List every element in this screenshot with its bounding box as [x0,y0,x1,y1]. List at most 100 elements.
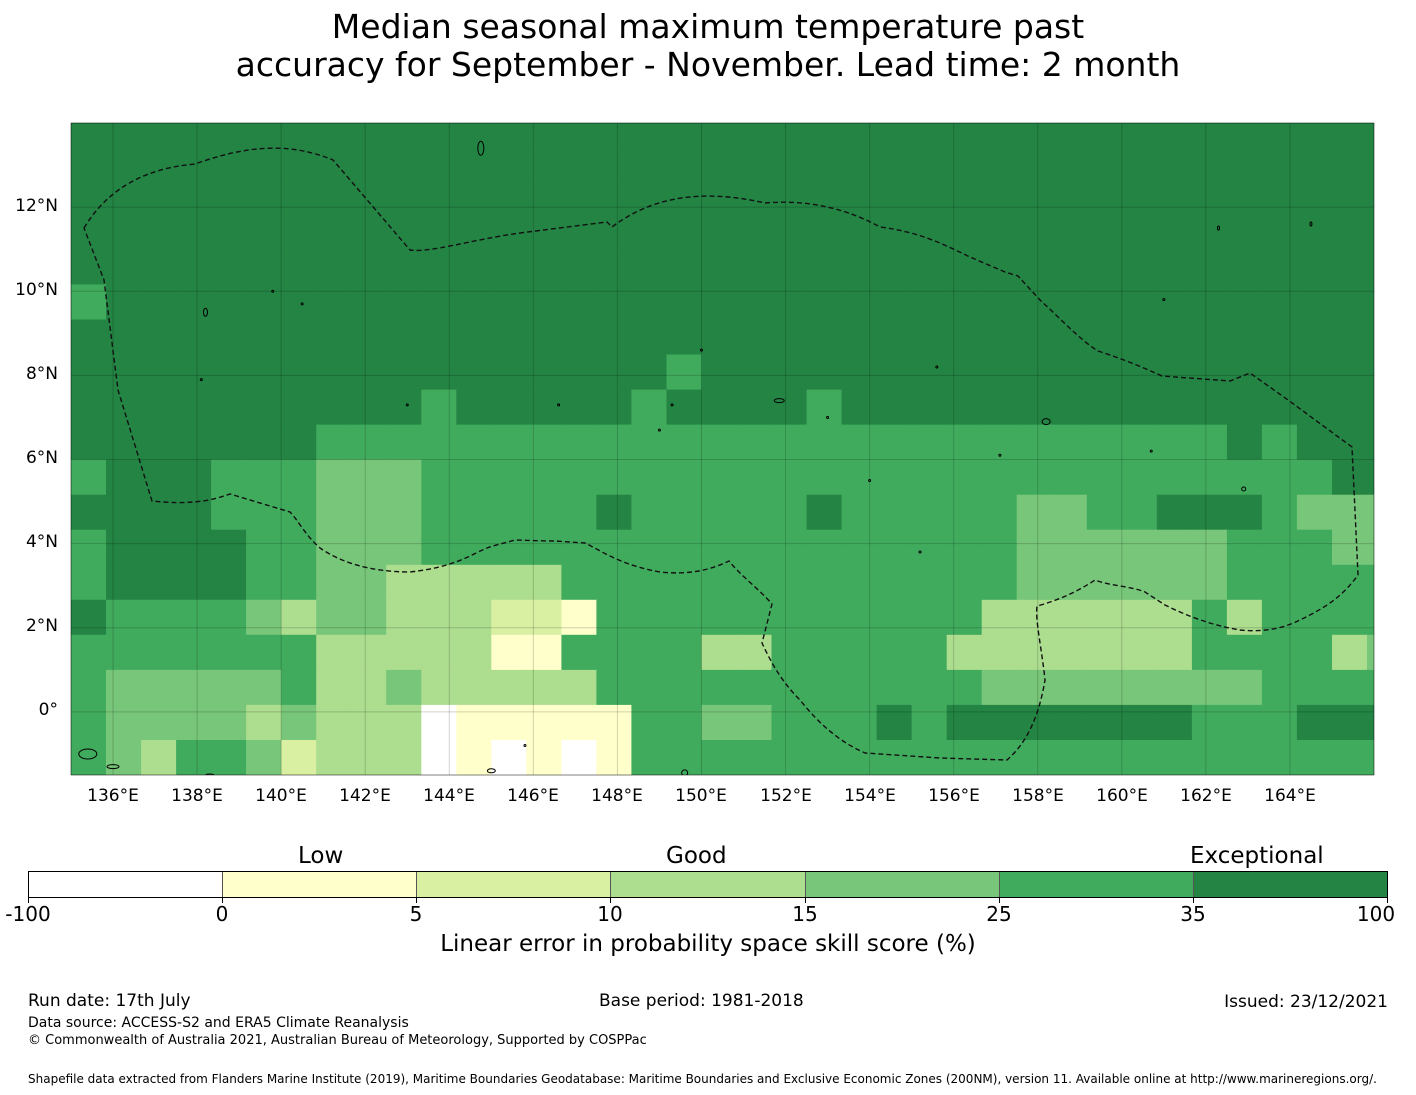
grid-cell [701,599,738,636]
grid-cell [456,529,492,566]
grid-cell [281,354,317,391]
grid-cell [71,0,107,5]
grid-cell [701,179,738,215]
grid-cell [981,144,1018,180]
grid-cell [946,144,983,180]
grid-cell [596,284,632,320]
grid-cell [1226,424,1263,461]
lon-label-150e: 150°E [675,786,727,806]
colorbar-tick-label: 0 [215,902,229,926]
grid-cell [491,354,527,391]
grid-cell [281,144,317,180]
grid-cell [561,740,597,775]
grid-cell [421,4,457,40]
grid-cell [1051,704,1088,741]
grid-cell [246,354,282,391]
grid-cell [841,249,878,285]
grid-cell [982,0,1018,5]
grid-cell [981,319,1018,356]
grid-cell [281,179,317,215]
grid-cell [526,599,562,636]
grid-cell [596,704,632,741]
grid-cell [1052,0,1088,5]
grid-cell [911,704,948,741]
grid-cell [526,284,562,320]
grid-cell [981,669,1018,706]
grid-cell [841,494,878,531]
grid-cell [281,494,317,531]
grid-cell [1121,669,1158,706]
grid-cell [631,74,667,110]
grid-cell [982,4,1018,40]
grid-cell [1121,494,1158,531]
grid-cell [596,564,632,601]
grid-cell [947,0,983,5]
grid-cell [596,179,632,215]
grid-cell [631,354,667,391]
grid-cell [1367,4,1403,40]
grid-cell [281,634,317,671]
colorbar-title: Linear error in probability space skill … [440,931,976,957]
grid-cell [1296,214,1333,250]
grid-cell [1086,214,1123,250]
grid-cell [946,494,983,531]
grid-cell [946,179,983,215]
grid-cell [806,599,843,636]
grid-cell [1332,123,1368,145]
grid-cell [106,179,142,215]
grid-cell [281,529,317,566]
grid-cell [386,74,422,110]
grid-cell [1261,669,1298,706]
grid-cell [71,354,107,391]
grid-cell [1367,39,1403,75]
grid-cell [771,123,808,145]
grid-cell [1121,459,1158,496]
grid-cell [1156,284,1193,320]
island-outline [1041,418,1051,426]
grid-cell [806,284,843,320]
grid-cell [841,144,878,180]
grid-cell [491,459,527,496]
grid-cell [421,494,457,531]
grid-cell [246,704,282,741]
grid-cell [1332,704,1368,741]
grid-cell [1296,284,1333,320]
grid-cell [1332,529,1368,566]
grid-cell [1121,214,1158,250]
grid-cell [421,214,457,250]
grid-cell [246,459,282,496]
grid-cell [106,599,142,636]
grid-cell [596,4,632,40]
grid-cell [596,74,632,110]
grid-cell [841,354,878,391]
grid-cell [1367,529,1374,566]
grid-cell [736,669,773,706]
grid-cell [421,284,457,320]
grid-cell [526,389,562,426]
grid-cell [1156,529,1193,566]
grid-cell [176,704,212,741]
grid-cell [561,389,597,426]
grid-cell [71,459,107,496]
grid-cell [876,144,913,180]
grid-cell [1051,319,1088,356]
grid-cell [701,354,738,391]
grid-cell [316,4,352,40]
grid-cell [351,74,387,110]
grid-cell [1017,39,1053,75]
grid-cell [246,214,282,250]
grid-cell [1226,389,1263,426]
eez-boundary-line [83,147,1359,761]
grid-cell [1156,319,1193,356]
grid-cell [1332,284,1368,320]
grid-cell [211,424,247,461]
island-outline [477,140,485,156]
grid-cell [351,704,387,741]
grid-cell [1157,74,1193,110]
grid-cell [841,599,878,636]
grid-cell [386,529,422,566]
grid-cell [421,319,457,356]
grid-cell [912,39,948,75]
grid-cell [877,39,913,75]
grid-cell [771,634,808,671]
